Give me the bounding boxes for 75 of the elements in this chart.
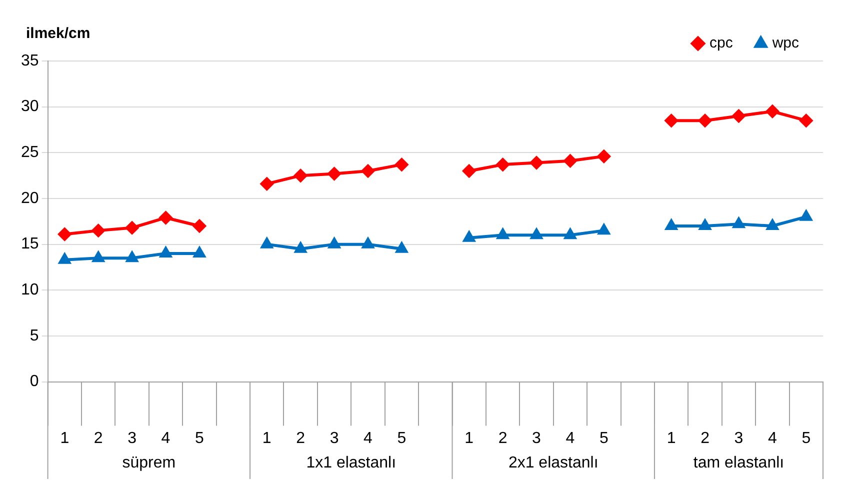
point — [328, 167, 341, 180]
x-tick-label: 2 — [94, 430, 103, 447]
point — [496, 228, 509, 240]
point — [530, 228, 542, 240]
x-tick-label: 4 — [161, 430, 170, 447]
point — [732, 218, 745, 228]
x-tick-label: 4 — [364, 430, 373, 447]
point — [766, 219, 778, 230]
point — [698, 114, 712, 128]
x-tick-label: 3 — [330, 430, 339, 447]
x-tick-label: 1 — [60, 430, 70, 447]
point — [699, 219, 711, 230]
point — [92, 224, 105, 238]
x-tick-label: 1 — [262, 430, 272, 447]
y-tick-label: 10 — [21, 282, 39, 299]
text: tam elastanlı — [693, 454, 784, 472]
y-tick-label: 30 — [21, 98, 39, 116]
point — [732, 109, 746, 122]
legend-label: cpc — [709, 34, 734, 52]
point — [328, 238, 340, 248]
x-tick-label: 5 — [802, 430, 811, 447]
point — [260, 177, 274, 190]
point — [396, 242, 408, 253]
point — [261, 238, 273, 248]
point — [194, 246, 206, 258]
text: süprem — [122, 454, 176, 472]
point — [800, 210, 812, 221]
point — [92, 252, 104, 262]
point — [530, 156, 544, 170]
legend-label: wpc — [771, 34, 800, 52]
x-tick-label: 4 — [768, 430, 777, 447]
x-tick-label: 1 — [666, 430, 676, 447]
x-tick-label: 3 — [734, 430, 744, 447]
point — [462, 164, 476, 178]
text: 1x1 elastanlı — [306, 454, 396, 472]
point — [564, 228, 576, 240]
text: 2x1 elastanlı — [508, 454, 598, 472]
y-tick-label: 20 — [21, 190, 39, 207]
point — [294, 169, 308, 182]
point — [564, 154, 577, 168]
x-tick-label: 1 — [464, 430, 474, 447]
point — [126, 221, 139, 234]
x-tick-label: 5 — [397, 430, 406, 447]
point — [800, 114, 813, 128]
point — [126, 252, 138, 262]
x-tick-label: 2 — [498, 430, 508, 447]
point — [58, 228, 72, 241]
point — [598, 224, 610, 235]
point — [463, 231, 475, 242]
y-tick-label: 35 — [21, 52, 39, 70]
point — [159, 211, 172, 224]
y-tick-label: 5 — [30, 327, 39, 344]
x-tick-label: 2 — [296, 430, 306, 447]
y-tick-label: 15 — [21, 236, 39, 253]
point — [361, 164, 374, 178]
x-tick-label: 5 — [599, 430, 608, 447]
x-tick-label: 3 — [128, 430, 137, 447]
y-tick-label: 0 — [30, 373, 39, 390]
x-tick-label: 5 — [195, 430, 204, 447]
point — [160, 246, 172, 258]
x-tick-label: 3 — [532, 430, 542, 447]
y-tick-label: 25 — [21, 144, 39, 162]
point — [395, 158, 408, 172]
point — [666, 219, 678, 230]
point — [58, 253, 70, 264]
point — [294, 242, 306, 253]
x-tick-label: 4 — [566, 430, 575, 447]
point — [766, 104, 779, 118]
y-axis-title: ilmek/cm — [26, 25, 90, 42]
point — [496, 158, 510, 172]
point — [664, 114, 678, 128]
point — [362, 238, 374, 248]
x-tick-label: 2 — [700, 430, 710, 447]
point — [192, 219, 206, 232]
point — [597, 150, 610, 163]
